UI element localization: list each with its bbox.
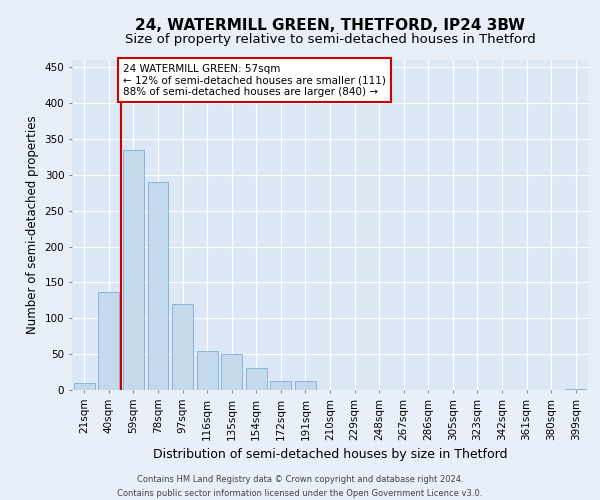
X-axis label: Distribution of semi-detached houses by size in Thetford: Distribution of semi-detached houses by … bbox=[153, 448, 507, 461]
Bar bbox=[197, 350, 218, 390]
Bar bbox=[221, 354, 242, 390]
Bar bbox=[295, 382, 316, 390]
Bar bbox=[246, 368, 267, 390]
Bar bbox=[271, 382, 292, 390]
Bar bbox=[98, 292, 119, 390]
Bar bbox=[172, 304, 193, 390]
Y-axis label: Number of semi-detached properties: Number of semi-detached properties bbox=[26, 116, 39, 334]
Text: Size of property relative to semi-detached houses in Thetford: Size of property relative to semi-detach… bbox=[125, 32, 535, 46]
Text: Contains HM Land Registry data © Crown copyright and database right 2024.
Contai: Contains HM Land Registry data © Crown c… bbox=[118, 476, 482, 498]
Text: 24, WATERMILL GREEN, THETFORD, IP24 3BW: 24, WATERMILL GREEN, THETFORD, IP24 3BW bbox=[135, 18, 525, 32]
Bar bbox=[123, 150, 144, 390]
Bar bbox=[74, 383, 95, 390]
Bar bbox=[148, 182, 169, 390]
Bar bbox=[565, 388, 586, 390]
Text: 24 WATERMILL GREEN: 57sqm
← 12% of semi-detached houses are smaller (111)
88% of: 24 WATERMILL GREEN: 57sqm ← 12% of semi-… bbox=[123, 64, 386, 97]
